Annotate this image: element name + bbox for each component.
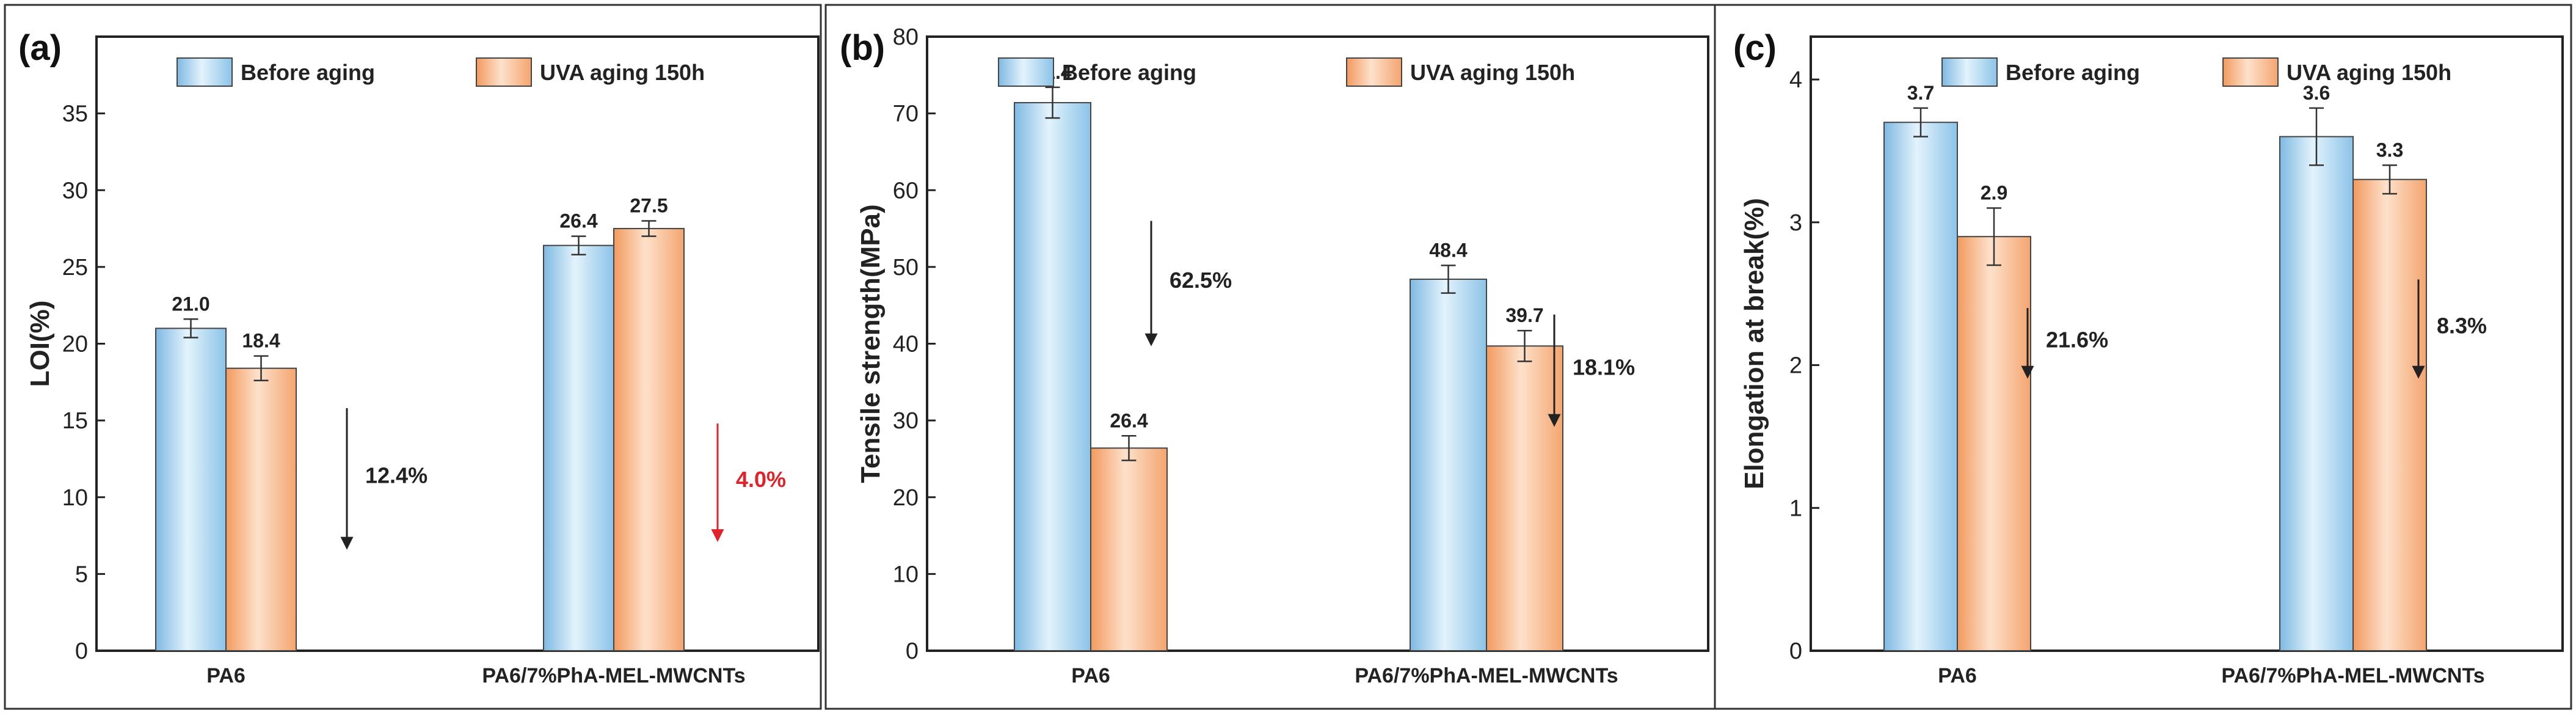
bar-uva-aging-1 bbox=[1090, 447, 1168, 651]
y-tick-label: 15 bbox=[62, 408, 88, 434]
y-tick-label: 0 bbox=[75, 639, 88, 664]
category-label: PA6/7%PhA-MEL-MWCNTs bbox=[1355, 664, 1618, 687]
y-tick-label: 10 bbox=[62, 485, 88, 511]
category-label: PA6/7%PhA-MEL-MWCNTs bbox=[2221, 664, 2484, 687]
change-annotation: 62.5% bbox=[1170, 268, 1232, 293]
legend-swatch bbox=[998, 57, 1054, 87]
y-tick-label: 3 bbox=[1789, 210, 1802, 236]
y-tick-label: 25 bbox=[62, 255, 88, 280]
chart-panel-3: (c) 0 1 2 3 4 Elongation at break(%) 3.7 2.9 PA6 2… bbox=[1714, 4, 2572, 710]
y-tick-label: 30 bbox=[893, 408, 919, 434]
bar-before-aging-1 bbox=[1014, 102, 1091, 652]
y-tick-label: 35 bbox=[62, 101, 88, 127]
bar-before-aging-2 bbox=[1410, 278, 1487, 652]
category-label: PA6/7%PhA-MEL-MWCNTs bbox=[482, 664, 745, 687]
legend-label: Before aging bbox=[1062, 60, 1196, 85]
y-axis-label: Elongation at break(%) bbox=[1739, 198, 1769, 489]
y-axis-label: LOI(%) bbox=[25, 301, 55, 387]
plot-area bbox=[1810, 35, 2564, 652]
category-label: PA6 bbox=[1071, 664, 1110, 687]
y-tick-label: 0 bbox=[906, 639, 919, 664]
change-annotation: 21.6% bbox=[2046, 328, 2108, 353]
data-label: 27.5 bbox=[630, 195, 668, 217]
change-annotation: 12.4% bbox=[365, 463, 428, 488]
data-label: 48.4 bbox=[1429, 239, 1467, 261]
y-tick-label: 70 bbox=[893, 101, 919, 127]
bar-before-aging-2 bbox=[543, 244, 614, 651]
bar-uva-aging-2 bbox=[1486, 345, 1563, 651]
bar-uva-aging-2 bbox=[613, 228, 685, 651]
y-tick-label: 0 bbox=[1789, 639, 1802, 664]
legend-swatch bbox=[1346, 57, 1402, 87]
legend-swatch bbox=[176, 57, 233, 87]
panel-label: (c) bbox=[1733, 28, 1777, 68]
bar-before-aging-1 bbox=[1883, 122, 1958, 652]
y-tick-label: 2 bbox=[1789, 353, 1802, 379]
legend-label: Before aging bbox=[2006, 60, 2140, 85]
legend-label: Before aging bbox=[241, 60, 375, 85]
legend-swatch bbox=[476, 57, 532, 87]
bar-uva-aging-1 bbox=[225, 367, 297, 651]
data-label: 3.3 bbox=[2376, 139, 2403, 161]
legend-label: UVA aging 150h bbox=[540, 60, 705, 85]
y-tick-label: 30 bbox=[62, 178, 88, 203]
y-tick-label: 20 bbox=[62, 332, 88, 357]
data-label: 18.4 bbox=[242, 330, 280, 352]
y-tick-label: 4 bbox=[1789, 67, 1802, 93]
data-label: 3.6 bbox=[2303, 82, 2330, 104]
legend-label: UVA aging 150h bbox=[1410, 60, 1575, 85]
legend-label: UVA aging 150h bbox=[2287, 60, 2451, 85]
data-label: 2.9 bbox=[1981, 181, 2007, 203]
chart-panel-1: (a) 0 5 10 15 20 25 30 35 LOI(%) 21.0 18.4 PA6 12.4% 2… bbox=[4, 4, 822, 710]
legend-swatch bbox=[1941, 57, 1998, 87]
category-label: PA6 bbox=[206, 664, 246, 687]
y-tick-label: 20 bbox=[893, 485, 919, 511]
change-annotation: 4.0% bbox=[736, 467, 786, 492]
y-tick-label: 1 bbox=[1789, 496, 1802, 521]
legend-swatch bbox=[2222, 57, 2279, 87]
chart-panel-2: (b) 0 10 20 30 40 50 60 70 80 Tensile strength(MPa… bbox=[824, 4, 1716, 710]
panel-frame bbox=[1714, 4, 2572, 710]
panel-frame bbox=[4, 4, 822, 710]
bar-uva-aging-1 bbox=[1957, 236, 2031, 651]
change-annotation: 18.1% bbox=[1573, 354, 1635, 379]
bar-before-aging-1 bbox=[155, 328, 227, 651]
y-axis-label: Tensile strength(MPa) bbox=[856, 204, 886, 483]
change-annotation: 8.3% bbox=[2437, 313, 2487, 338]
y-tick-label: 10 bbox=[893, 562, 919, 587]
data-label: 3.7 bbox=[1907, 82, 1934, 104]
panel-label: (a) bbox=[18, 28, 62, 68]
y-tick-label: 40 bbox=[893, 332, 919, 357]
category-label: PA6 bbox=[1938, 664, 1977, 687]
y-tick-label: 60 bbox=[893, 178, 919, 203]
panel-label: (b) bbox=[840, 28, 885, 68]
data-label: 26.4 bbox=[1110, 409, 1148, 431]
bar-uva-aging-2 bbox=[2352, 178, 2427, 651]
data-label: 26.4 bbox=[559, 210, 597, 232]
y-tick-label: 80 bbox=[893, 24, 919, 50]
y-tick-label: 50 bbox=[893, 255, 919, 280]
data-label: 21.0 bbox=[172, 293, 209, 315]
y-tick-label: 5 bbox=[75, 562, 88, 587]
bar-before-aging-2 bbox=[2279, 136, 2354, 651]
data-label: 39.7 bbox=[1505, 304, 1543, 326]
